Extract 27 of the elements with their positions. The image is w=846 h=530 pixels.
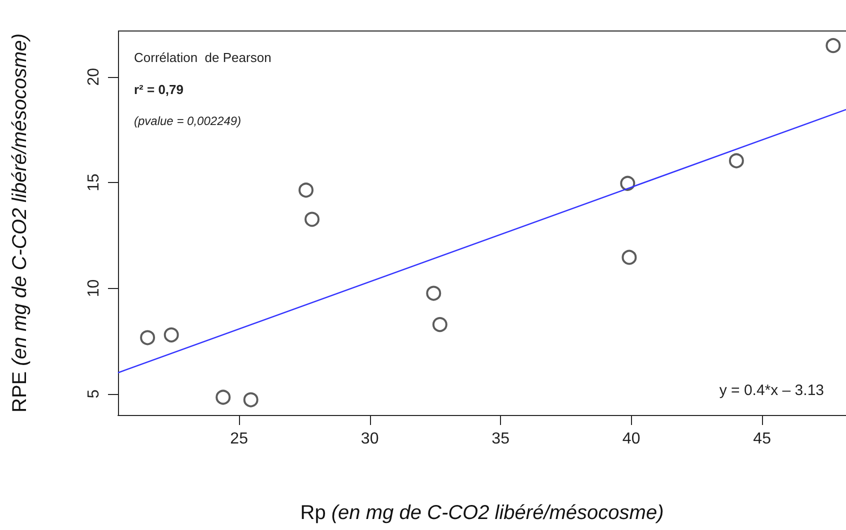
annotation: r² = 0,79 <box>134 82 184 97</box>
x-tick-label: 45 <box>753 430 772 448</box>
point <box>216 390 231 405</box>
x-tick-label: 25 <box>230 430 248 448</box>
point <box>432 317 448 332</box>
point <box>164 327 179 342</box>
point <box>243 392 258 408</box>
point <box>304 212 320 227</box>
x-tick-label: 35 <box>492 430 510 448</box>
annotation: (pvalue = 0,002249) <box>134 114 242 128</box>
y-tick-label: 20 <box>86 68 102 86</box>
point <box>426 286 442 301</box>
y-tick-label: 5 <box>86 389 102 398</box>
y-tick-label: 15 <box>86 174 102 192</box>
annotation: Corrélation de Pearson <box>134 50 272 65</box>
point <box>826 38 841 54</box>
point <box>728 153 744 168</box>
annotation: y = 0.4*x – 3.13 <box>719 382 824 399</box>
x-tick-label: 40 <box>622 430 640 448</box>
point <box>140 330 156 346</box>
x-tick-label: 30 <box>360 430 379 448</box>
y-tick-label: 10 <box>86 279 102 298</box>
x-axis-title: Rp (en mg de C-CO2 libéré/mésocosme) <box>300 502 664 524</box>
point <box>298 182 314 198</box>
y-axis-title: RPE (en mg de C-CO2 libéré/mésocosme) <box>9 33 31 413</box>
point <box>620 176 636 191</box>
point <box>622 250 637 265</box>
